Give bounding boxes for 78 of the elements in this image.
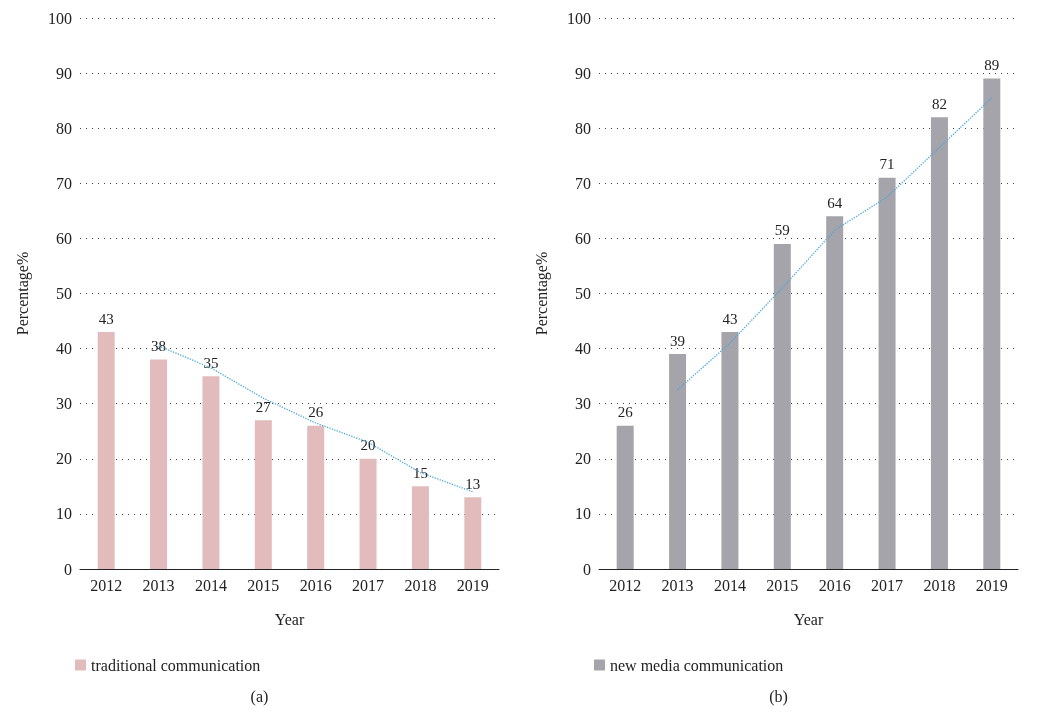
y-tick-label: 0 xyxy=(64,560,72,578)
x-tick-label: 2018 xyxy=(923,576,956,594)
x-tick-label: 2012 xyxy=(609,576,642,594)
x-tick-label: 2014 xyxy=(713,576,746,594)
bar xyxy=(721,332,739,569)
x-tick-label: 2014 xyxy=(194,576,227,594)
x-tick-label: 2019 xyxy=(975,576,1008,594)
data-label: 15 xyxy=(412,464,428,481)
y-tick-label: 70 xyxy=(575,174,591,192)
data-label: 43 xyxy=(722,310,738,327)
bar xyxy=(150,359,168,569)
bar xyxy=(202,376,220,569)
data-label: 43 xyxy=(98,310,114,327)
x-tick-label: 2017 xyxy=(871,576,904,594)
x-tick-label: 2012 xyxy=(90,576,123,594)
x-tick-label: 2013 xyxy=(142,576,175,594)
y-tick-label: 40 xyxy=(56,340,72,358)
y-tick-label: 50 xyxy=(575,285,591,302)
y-tick-label: 40 xyxy=(575,340,591,358)
x-tick-label: 2019 xyxy=(456,576,489,594)
bar xyxy=(930,117,948,569)
y-tick-label: 20 xyxy=(56,450,72,468)
bar xyxy=(254,420,272,569)
y-tick-label: 80 xyxy=(56,119,72,137)
bar xyxy=(97,332,115,569)
bar xyxy=(983,78,1001,569)
y-tick-label: 30 xyxy=(575,395,591,413)
data-label: 59 xyxy=(774,222,790,239)
y-tick-label: 0 xyxy=(583,560,591,578)
x-tick-label: 2017 xyxy=(352,576,385,594)
x-axis-title: Year xyxy=(793,610,824,628)
data-label: 20 xyxy=(360,437,376,454)
data-label: 82 xyxy=(931,95,947,112)
data-label: 13 xyxy=(465,475,481,492)
text: (b) xyxy=(769,687,788,706)
bar xyxy=(307,425,325,569)
data-label: 26 xyxy=(617,404,634,421)
y-axis-title: Percentage% xyxy=(532,251,551,336)
y-tick-label: 10 xyxy=(56,505,72,523)
y-tick-label: 60 xyxy=(575,229,591,247)
y-tick-label: 20 xyxy=(575,450,591,468)
data-label: 89 xyxy=(984,57,1000,74)
x-axis-title: Year xyxy=(274,610,305,628)
data-label: 64 xyxy=(827,194,843,211)
x-tick-label: 2015 xyxy=(247,576,280,594)
data-label: 27 xyxy=(255,398,272,415)
x-tick-label: 2013 xyxy=(661,576,694,594)
bar xyxy=(359,458,377,569)
data-label: 26 xyxy=(308,404,324,421)
x-tick-label: 2016 xyxy=(818,576,851,594)
x-tick-label: 2015 xyxy=(766,576,799,594)
y-tick-label: 60 xyxy=(56,229,72,247)
x-tick-label: 2018 xyxy=(404,576,437,594)
text: (a) xyxy=(250,687,269,706)
data-label: 38 xyxy=(151,338,167,355)
y-axis-title: Percentage% xyxy=(13,251,32,336)
bar xyxy=(464,497,482,569)
bar xyxy=(669,354,687,569)
bar xyxy=(878,177,896,569)
y-tick-label: 90 xyxy=(575,64,591,82)
legend-label: traditional communication xyxy=(91,656,261,674)
bar xyxy=(616,425,634,569)
y-tick-label: 80 xyxy=(575,119,591,137)
x-tick-label: 2016 xyxy=(299,576,332,594)
data-label: 35 xyxy=(203,354,219,371)
y-tick-label: 70 xyxy=(56,174,72,192)
y-tick-label: 100 xyxy=(567,9,591,27)
bar xyxy=(826,216,844,569)
y-tick-label: 90 xyxy=(56,64,72,82)
legend-label: new media communication xyxy=(610,656,784,674)
y-tick-label: 10 xyxy=(575,505,591,523)
y-tick-label: 50 xyxy=(56,285,72,302)
bar xyxy=(411,486,429,569)
data-label: 39 xyxy=(670,332,686,349)
y-tick-label: 30 xyxy=(56,395,72,413)
data-label: 71 xyxy=(879,156,895,173)
y-tick-label: 100 xyxy=(48,9,72,27)
bar xyxy=(773,243,791,569)
